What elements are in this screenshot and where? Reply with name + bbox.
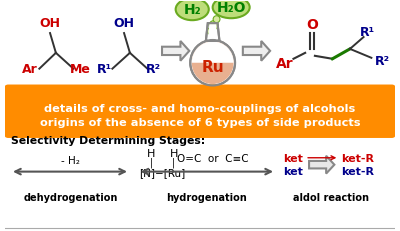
Text: hydrogenation: hydrogenation <box>166 192 247 203</box>
Text: Ar: Ar <box>22 63 38 76</box>
Text: |: | <box>150 157 153 167</box>
Text: Selectivity Determining Stages:: Selectivity Determining Stages: <box>11 135 205 145</box>
Polygon shape <box>162 42 189 61</box>
Text: origins of the absence of 6 types of side products: origins of the absence of 6 types of sid… <box>40 118 360 128</box>
Text: ket-R: ket-R <box>341 166 374 176</box>
Text: ket: ket <box>284 153 304 163</box>
Text: H: H <box>147 148 156 158</box>
Circle shape <box>190 41 235 86</box>
Text: Me: Me <box>70 63 91 76</box>
Ellipse shape <box>176 0 209 21</box>
Ellipse shape <box>213 0 250 19</box>
Text: OH: OH <box>40 17 60 30</box>
Text: O: O <box>306 18 318 32</box>
Text: OH: OH <box>114 17 134 30</box>
Wedge shape <box>192 42 234 64</box>
Polygon shape <box>208 25 218 42</box>
Text: [N]−[Ru]: [N]−[Ru] <box>139 167 185 177</box>
Text: H: H <box>170 148 178 158</box>
Polygon shape <box>243 42 270 61</box>
Circle shape <box>209 21 218 30</box>
Text: R²: R² <box>374 55 390 68</box>
Text: details of cross- and homo-couplings of alcohols: details of cross- and homo-couplings of … <box>44 104 356 114</box>
Text: Ru: Ru <box>201 60 224 75</box>
Circle shape <box>192 42 234 85</box>
Text: aldol reaction: aldol reaction <box>294 192 370 203</box>
Text: ket: ket <box>284 166 304 176</box>
Text: ket-R: ket-R <box>341 153 374 163</box>
Circle shape <box>213 17 220 24</box>
Text: R¹: R¹ <box>97 63 112 76</box>
Text: |: | <box>172 157 175 167</box>
Text: H₂O: H₂O <box>216 1 246 15</box>
Text: Ar: Ar <box>276 57 294 70</box>
Polygon shape <box>206 24 220 42</box>
Text: R²: R² <box>146 63 161 76</box>
FancyBboxPatch shape <box>4 85 396 138</box>
Text: R¹: R¹ <box>360 25 375 38</box>
Text: O=C  or  C≡C: O=C or C≡C <box>177 153 248 163</box>
Circle shape <box>207 28 214 35</box>
Text: H₂: H₂ <box>183 3 201 17</box>
Text: dehydrogenation: dehydrogenation <box>23 192 118 203</box>
Polygon shape <box>309 156 334 174</box>
Text: - H₂: - H₂ <box>61 155 80 165</box>
